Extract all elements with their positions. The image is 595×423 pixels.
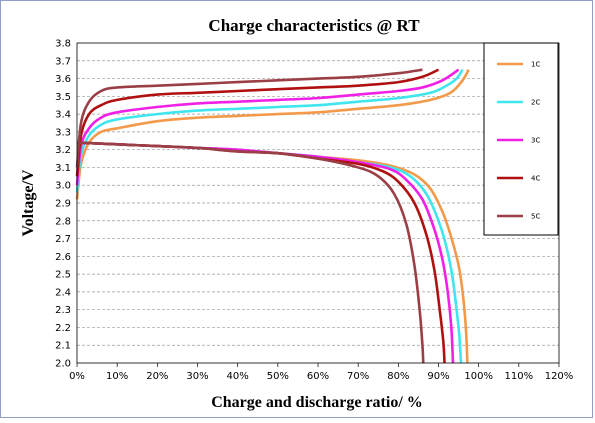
legend-label-4c: 4C bbox=[531, 175, 540, 183]
x-tick-label: 80% bbox=[387, 371, 409, 382]
legend: 1C 2C 3C 4C 5C bbox=[483, 42, 559, 236]
discharge-line-3c bbox=[76, 141, 455, 364]
y-tick-label: 2.0 bbox=[55, 359, 71, 370]
x-tick-label: 40% bbox=[227, 371, 249, 382]
legend-label-3c: 3C bbox=[531, 137, 540, 145]
charge-line-3c bbox=[75, 68, 460, 186]
y-tick-label: 3.4 bbox=[55, 110, 71, 121]
y-tick-labels: 2.0 2.1 2.2 2.3 2.4 2.5 2.6 2.7 2.8 2.9 3.0 3.1 3.2 3… bbox=[55, 39, 71, 370]
legend-label-5c: 5C bbox=[531, 213, 540, 221]
x-tick-label: 0% bbox=[69, 371, 85, 382]
y-tick-label: 3.7 bbox=[55, 56, 71, 67]
legend-label-2c: 2C bbox=[531, 99, 540, 107]
y-axis-title: Voltage/V bbox=[20, 169, 37, 236]
y-tick-label: 3.8 bbox=[55, 39, 71, 50]
charge-line-2c bbox=[75, 68, 464, 193]
y-tick-label: 3.6 bbox=[55, 74, 71, 85]
x-tick-label: 30% bbox=[186, 371, 208, 382]
y-tick-label: 2.7 bbox=[55, 234, 71, 245]
charge-line-4c bbox=[75, 68, 440, 177]
legend-label-1c: 1C bbox=[531, 61, 540, 69]
y-tick-label: 2.4 bbox=[55, 287, 71, 298]
y-tick-label: 2.5 bbox=[55, 270, 71, 281]
charge-line-1c bbox=[75, 69, 470, 200]
grid-lines bbox=[77, 60, 559, 346]
x-tick-label: 10% bbox=[106, 371, 128, 382]
y-tick-label: 3.1 bbox=[55, 163, 71, 174]
x-tick-label: 110% bbox=[505, 371, 534, 382]
x-axis-title: Charge and discharge ratio/ % bbox=[211, 394, 423, 411]
y-tick-label: 2.3 bbox=[55, 305, 71, 316]
x-tick-label: 50% bbox=[267, 371, 289, 382]
y-tick-label: 2.6 bbox=[55, 252, 71, 263]
y-tick-label: 3.2 bbox=[55, 145, 71, 156]
y-tick-label: 2.1 bbox=[55, 341, 71, 352]
x-tick-label: 100% bbox=[464, 371, 493, 382]
y-tick-label: 3.0 bbox=[55, 181, 71, 192]
y-tick-label: 2.8 bbox=[55, 216, 71, 227]
discharge-line-5c bbox=[76, 141, 425, 364]
y-tick-label: 2.2 bbox=[55, 323, 71, 334]
y-tick-label: 2.9 bbox=[55, 199, 71, 210]
x-tick-labels: 0% 10% 20% 30% 40% 50% 60% 70% 80% 90% 100% 110% 120… bbox=[69, 363, 573, 382]
x-tick-label: 90% bbox=[427, 371, 449, 382]
plot-area-border bbox=[76, 42, 560, 364]
x-tick-label: 20% bbox=[146, 371, 168, 382]
chart-title: Charge characteristics @ RT bbox=[208, 16, 420, 35]
y-tick-label: 3.3 bbox=[55, 127, 71, 138]
y-tick-label: 3.5 bbox=[55, 92, 71, 103]
discharge-line-4c bbox=[76, 141, 446, 364]
series-lines bbox=[75, 68, 470, 364]
x-tick-label: 60% bbox=[307, 371, 329, 382]
x-tick-label: 70% bbox=[347, 371, 369, 382]
x-tick-label: 120% bbox=[545, 371, 574, 382]
charge-line-5c bbox=[75, 68, 423, 168]
